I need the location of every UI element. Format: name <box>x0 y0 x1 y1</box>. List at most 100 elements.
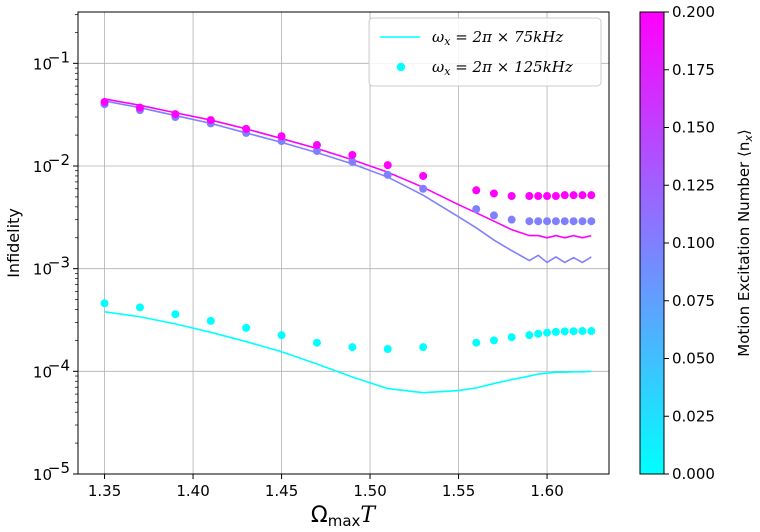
y-tick-label: 10 <box>33 363 52 381</box>
scatter-point <box>543 217 552 226</box>
colorbar-label: Motion Excitation Number ⟨nx⟩ <box>735 129 755 356</box>
scatter-point <box>507 333 516 342</box>
scatter-point <box>569 217 578 226</box>
colorbar-tick-label: 0.000 <box>672 465 715 483</box>
y-axis-label: Infidelity <box>4 208 23 278</box>
y-tick-exponent: −2 <box>48 151 70 169</box>
series-layer <box>100 98 596 394</box>
colorbar: 0.000 0.025 0.050 0.075 0.100 0.125 0.150 0.175… <box>639 3 755 483</box>
scatter-point <box>560 327 569 336</box>
scatter-point <box>525 192 534 201</box>
scatter-point <box>100 299 109 308</box>
colorbar-tick-label: 0.175 <box>672 61 715 79</box>
colorbar-tick-label: 0.050 <box>672 350 715 368</box>
scatter-point <box>578 327 587 336</box>
scatter-point <box>560 191 569 200</box>
scatter-point <box>489 336 498 345</box>
scatter-point <box>507 192 516 201</box>
scatter-point <box>277 132 286 141</box>
colorbar-tick-label: 0.025 <box>672 407 715 425</box>
legend-entry-75khz: ωx = 2π × 75kHz <box>432 28 563 48</box>
scatter-point <box>171 110 180 119</box>
scatter-point <box>206 316 215 325</box>
scatter-point <box>348 343 357 352</box>
legend-entry-125khz: ωx = 2π × 125kHz <box>432 58 573 78</box>
legend-marker-swatch <box>396 62 406 72</box>
colorbar-tick-label: 0.075 <box>672 292 715 310</box>
plot-frame <box>77 11 610 475</box>
colorbar-tick-label: 0.125 <box>672 176 715 194</box>
x-tick-label: 1.60 <box>530 482 563 500</box>
y-tick-label: 10 <box>33 466 52 484</box>
series-line <box>104 100 592 264</box>
scatter-point <box>242 124 251 133</box>
x-tick-label: 1.45 <box>265 482 298 500</box>
scatter-point <box>587 217 596 226</box>
scatter-point <box>135 103 144 112</box>
y-tick-label: 10 <box>33 55 52 73</box>
scatter-point <box>578 217 587 226</box>
scatter-point <box>419 343 428 352</box>
scatter-point <box>419 171 428 180</box>
scatter-point <box>551 327 560 336</box>
scatter-point <box>525 217 534 226</box>
scatter-point <box>543 192 552 201</box>
scatter-point <box>569 327 578 336</box>
scatter-point <box>419 184 428 193</box>
x-tick-label: 1.50 <box>353 482 386 500</box>
scatter-point <box>587 191 596 200</box>
colorbar-gradient <box>639 11 665 475</box>
scatter-point <box>383 170 392 179</box>
legend: ωx = 2π × 75kHz ωx = 2π × 125kHz <box>368 17 602 87</box>
scatter-point <box>135 303 144 312</box>
x-tick-label: 1.55 <box>442 482 475 500</box>
x-tick-label: 1.35 <box>88 482 121 500</box>
scatter-point <box>489 211 498 220</box>
scatter-point <box>543 328 552 337</box>
scatter-point <box>348 157 357 166</box>
scatter-point <box>525 331 534 340</box>
scatter-point <box>534 192 543 201</box>
y-tick-exponent: −5 <box>48 459 70 477</box>
scatter-point <box>551 217 560 226</box>
scatter-point <box>277 331 286 340</box>
series-line <box>104 98 592 239</box>
scatter-point <box>312 147 321 155</box>
scatter-point <box>206 116 215 125</box>
scatter-point <box>507 215 516 224</box>
colorbar-tick-label: 0.150 <box>672 119 715 137</box>
legend-box <box>368 17 602 87</box>
scatter-point <box>383 345 392 353</box>
scatter-point <box>312 338 321 347</box>
scatter-point <box>348 150 357 159</box>
y-tick-label: 10 <box>33 261 52 279</box>
y-tick-exponent: −4 <box>48 356 70 374</box>
scatter-point <box>578 191 587 200</box>
scatter-point <box>489 189 498 198</box>
axis-ticks: 1.35 1.40 1.45 1.50 1.55 1.6010−510−410−310−2… <box>33 13 564 500</box>
scatter-point <box>472 186 481 195</box>
scatter-point <box>534 329 543 338</box>
colorbar-ticks: 0.000 0.025 0.050 0.075 0.100 0.125 0.150 0.175… <box>664 3 715 483</box>
y-tick-label: 10 <box>33 158 52 176</box>
scatter-point <box>560 217 569 226</box>
scatter-point <box>534 217 543 226</box>
scatter-point <box>472 205 481 214</box>
scatter-point <box>171 310 180 319</box>
scatter-point <box>383 161 392 170</box>
series-line <box>104 311 592 394</box>
scatter-point <box>100 98 109 107</box>
scatter-point <box>569 191 578 200</box>
colorbar-tick-label: 0.100 <box>672 234 715 252</box>
scatter-point <box>242 323 251 332</box>
scatter-point <box>472 338 481 347</box>
y-tick-exponent: −1 <box>48 48 70 66</box>
x-tick-label: 1.40 <box>176 482 209 500</box>
scatter-point <box>312 141 321 150</box>
y-tick-exponent: −3 <box>48 254 70 272</box>
scatter-point <box>587 327 596 336</box>
colorbar-tick-label: 0.200 <box>672 3 715 21</box>
scatter-point <box>551 192 560 201</box>
x-axis-label: ΩmaxT <box>311 503 378 530</box>
